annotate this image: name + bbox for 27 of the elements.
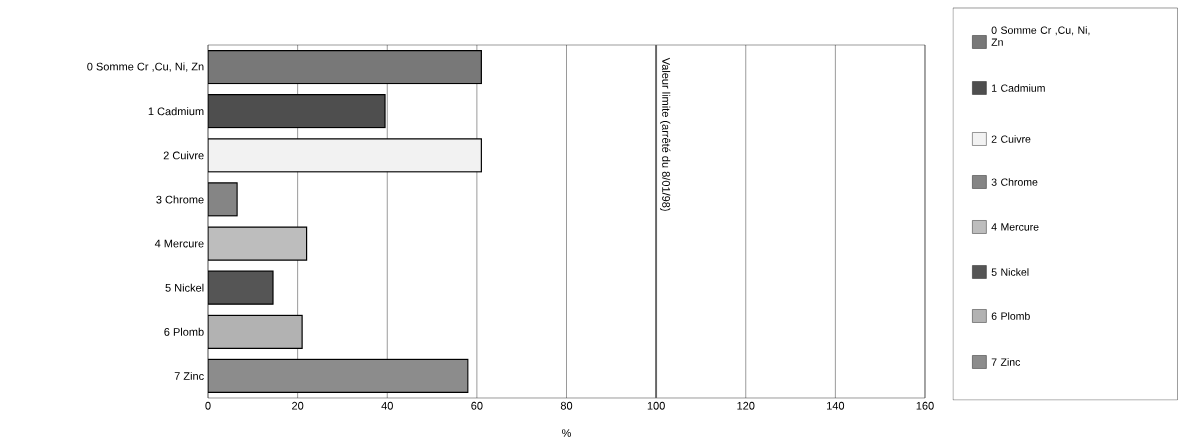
y-tick-label: 3 Chrome: [156, 195, 204, 204]
x-tick-label: 60: [471, 401, 483, 410]
category-label: 0 Somme Cr ,Cu, Ni, Zn: [991, 26, 1090, 46]
category-label: 6 Plomb: [991, 312, 1030, 320]
x-tick-label: 140: [827, 401, 845, 410]
category-label: 1 Cadmium: [992, 84, 1045, 92]
x-tick-label: 20: [292, 401, 304, 410]
category-label: 4 Mercure: [991, 223, 1039, 231]
ref-line-label: Valeur limite (arrêté du 8/01/98): [660, 57, 671, 211]
y-tick-label: 1 Cadmium: [148, 107, 204, 116]
x-tick-label: 40: [381, 401, 393, 410]
x-tick-label: 0: [205, 401, 211, 410]
y-tick-label: 7 Zinc: [174, 371, 204, 380]
category-label: 3 Chrome: [991, 178, 1038, 186]
x-tick-label: 100: [647, 401, 665, 410]
category-label: 2 Cuivre: [991, 135, 1031, 143]
x-axis-title: %: [562, 429, 571, 437]
y-tick-label: 4 Mercure: [154, 239, 204, 248]
y-tick-label: 6 Plomb: [164, 327, 204, 336]
x-tick-label: 80: [560, 401, 573, 410]
category-label: 5 Nickel: [991, 268, 1029, 276]
y-tick-label: 0 Somme Cr ,Cu, Ni, Zn: [87, 62, 204, 72]
category-label: 7 Zinc: [991, 358, 1021, 366]
x-tick-label: 120: [737, 401, 755, 410]
y-tick-label: 5 Nickel: [165, 283, 204, 292]
y-tick-label: 2 Cuivre: [163, 151, 204, 160]
x-tick-label: 160: [916, 401, 934, 410]
